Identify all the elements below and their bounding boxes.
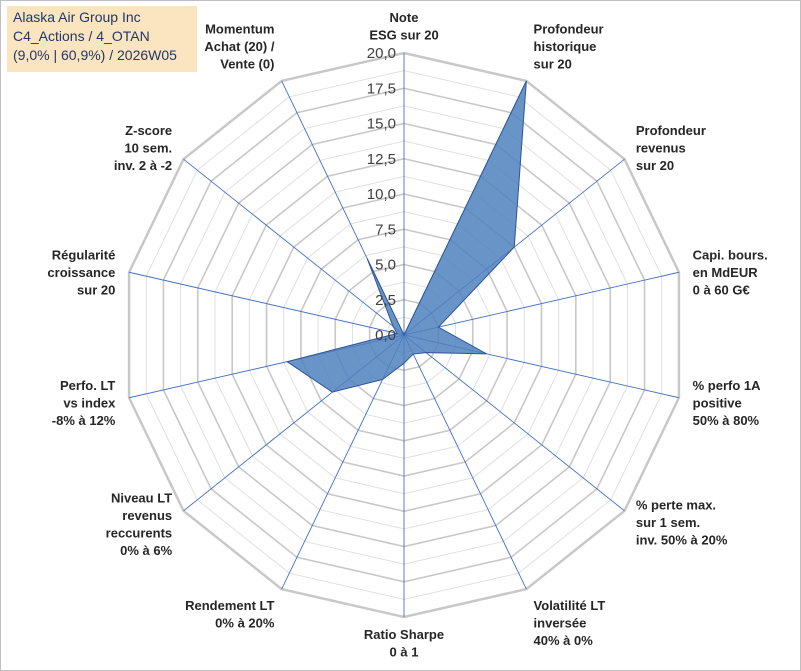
axis-label-line: Profondeur bbox=[636, 123, 706, 138]
company-name: Alaska Air Group Inc bbox=[13, 9, 141, 25]
axis-label-line: inversée bbox=[534, 615, 587, 630]
tick-label: 17,5 bbox=[367, 80, 396, 97]
tick-label: 0,0 bbox=[375, 327, 396, 344]
axis-label-line: revenus bbox=[122, 508, 172, 523]
axis-label-line: ESG sur 20 bbox=[369, 28, 438, 43]
series-layer bbox=[285, 80, 527, 393]
axis-label-5: % perte max. sur 1 sem. inv. 50% à 20% bbox=[636, 497, 728, 547]
axis-label-line: Z-score bbox=[125, 123, 172, 138]
axis-label-line: 50% à 80% bbox=[693, 413, 760, 428]
axis-label-line: Momentum bbox=[205, 22, 274, 37]
axis-label-line: Note bbox=[390, 10, 419, 25]
axis-label-12: Z-score 10 sem. inv. 2 à -2 bbox=[114, 123, 172, 173]
axis-label-line: vs index bbox=[63, 396, 116, 411]
axis-label-4: % perfo 1A positive 50% à 80% bbox=[693, 378, 762, 428]
axis-label-line: % perte max. bbox=[636, 497, 716, 512]
label-layer: Note ESG sur 20 Profondeur historique sur 20… bbox=[47, 10, 767, 660]
axis-label-9: Niveau LT revenus reccurents 0% à 6% bbox=[106, 490, 173, 558]
series-area bbox=[285, 80, 527, 393]
tick-label: 15,0 bbox=[367, 116, 396, 133]
axis-label-line: Capi. bours. bbox=[693, 247, 768, 262]
axis-label-line: sur 20 bbox=[534, 57, 572, 72]
axis-label-line: en MdEUR bbox=[693, 265, 759, 280]
axis-label-2: Profondeur revenus sur 20 bbox=[636, 123, 706, 173]
axis-label-line: Vente (0) bbox=[220, 57, 274, 72]
axis-label-line: -8% à 12% bbox=[52, 413, 116, 428]
axis-label-1: Profondeur historique sur 20 bbox=[534, 22, 604, 72]
axis-label-line: inv. 50% à 20% bbox=[636, 532, 728, 547]
tick-label: 12,5 bbox=[367, 151, 396, 168]
axis-label-line: inv. 2 à -2 bbox=[114, 158, 172, 173]
axis-label-line: 0 à 60 G€ bbox=[693, 282, 750, 297]
chart-title-box: Alaska Air Group Inc C4_Actions / 4_OTAN… bbox=[7, 6, 197, 72]
axis-label-6: Volatilité LT inversée 40% à 0% bbox=[534, 598, 606, 648]
performance-week: (9,0% | 60,9%) / 2026W05 bbox=[13, 47, 177, 63]
axis-label-13: Momentum Achat (20) / Vente (0) bbox=[204, 22, 274, 72]
axis-spoke bbox=[403, 271, 680, 336]
axis-spoke bbox=[403, 334, 625, 512]
axis-label-line: Ratio Sharpe bbox=[364, 627, 444, 642]
axis-label-line: Niveau LT bbox=[111, 490, 172, 505]
axis-label-line: Régularité bbox=[52, 247, 116, 262]
axis-label-0: Note ESG sur 20 bbox=[369, 10, 438, 43]
axis-spoke bbox=[128, 271, 405, 336]
axis-label-line: Perfo. LT bbox=[60, 378, 115, 393]
axis-label-line: 0% à 20% bbox=[215, 615, 275, 630]
axis-label-line: croissance bbox=[47, 265, 115, 280]
axis-label-line: Volatilité LT bbox=[534, 598, 606, 613]
axis-label-8: Rendement LT 0% à 20% bbox=[185, 598, 275, 631]
axis-label-line: historique bbox=[534, 39, 597, 54]
axis-label-7: Ratio Sharpe 0 à 1 bbox=[364, 627, 444, 660]
tick-label: 2,5 bbox=[375, 292, 396, 309]
axis-label-line: reccurents bbox=[106, 525, 172, 540]
axis-label-line: 0% à 6% bbox=[120, 543, 172, 558]
portfolio-name: C4_Actions / 4_OTAN bbox=[13, 28, 150, 44]
tick-label: 5,0 bbox=[375, 257, 396, 274]
axis-label-line: Profondeur bbox=[534, 22, 604, 37]
axis-label-line: sur 20 bbox=[77, 282, 115, 297]
axis-label-10: Perfo. LT vs index -8% à 12% bbox=[52, 378, 116, 428]
axis-label-line: 0 à 1 bbox=[390, 645, 419, 660]
axis-label-line: 10 sem. bbox=[124, 140, 172, 155]
tick-label: 10,0 bbox=[367, 186, 396, 203]
axis-label-line: sur 1 sem. bbox=[636, 515, 700, 530]
axis-label-line: Rendement LT bbox=[185, 598, 274, 613]
tick-label: 20,0 bbox=[367, 45, 396, 62]
axis-label-line: Achat (20) / bbox=[204, 39, 274, 54]
axis-spoke bbox=[183, 158, 405, 336]
axis-label-11: Régularité croissance sur 20 bbox=[47, 247, 115, 297]
axis-label-line: revenus bbox=[636, 140, 686, 155]
tick-label: 7,5 bbox=[375, 221, 396, 238]
axis-label-line: % perfo 1A bbox=[693, 378, 762, 393]
tick-layer: 0,0 2,5 5,0 7,5 10,0 12,5 15,0 17,5 20,0 bbox=[367, 45, 396, 344]
axis-label-3: Capi. bours. en MdEUR 0 à 60 G€ bbox=[693, 247, 768, 297]
axis-label-line: 40% à 0% bbox=[534, 633, 594, 648]
axis-label-line: positive bbox=[693, 396, 742, 411]
axis-spoke bbox=[403, 334, 527, 590]
axis-label-line: sur 20 bbox=[636, 158, 674, 173]
